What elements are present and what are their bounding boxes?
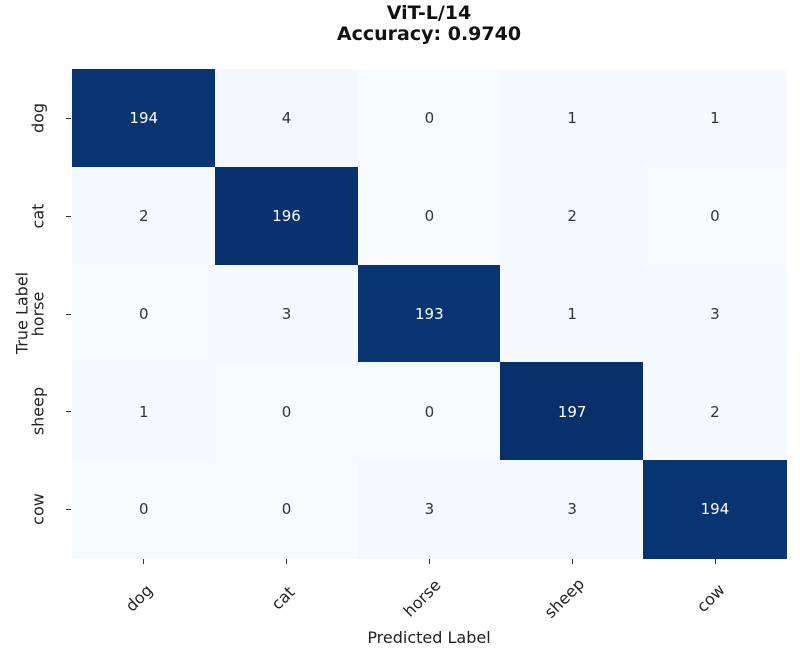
- x-tick: [286, 559, 287, 564]
- heatmap-cell: 3: [643, 264, 787, 364]
- heatmap-cell: 196: [214, 166, 359, 266]
- heatmap-cell: 3: [214, 264, 359, 364]
- heatmap-cell: 0: [357, 362, 502, 461]
- heatmap-cell: 2: [643, 362, 787, 461]
- y-tick: [66, 314, 71, 315]
- x-tick: [143, 559, 144, 564]
- heatmap-cell: 1: [500, 264, 644, 364]
- heatmap-cell: 1: [643, 69, 787, 168]
- heatmap-cell: 193: [357, 264, 502, 364]
- heatmap-cell: 0: [72, 264, 216, 364]
- chart-subtitle: Accuracy: 0.9740: [336, 23, 522, 45]
- y-axis-title-text: True Label: [12, 271, 32, 355]
- heatmap-cell: 0: [214, 362, 359, 461]
- y-tick: [66, 509, 71, 510]
- heatmap-cell: 197: [500, 362, 644, 461]
- heatmap-cell: 194: [72, 69, 216, 168]
- x-tick: [572, 559, 573, 564]
- chart-title: ViT-L/14: [386, 2, 472, 24]
- heatmap-cell: 0: [357, 69, 502, 168]
- heatmap-cell: 194: [643, 460, 787, 559]
- heatmap-cell: 2: [500, 166, 644, 266]
- heatmap-cell: 0: [72, 460, 216, 559]
- x-tick: [429, 559, 430, 564]
- confusion-matrix-heatmap: 194 4 0 1 1 2 196 0 2 0 0 3 193 1 3 1 0 0 197 2 0 0 3 3 194: [72, 69, 787, 559]
- x-axis-title: Predicted Label: [367, 628, 491, 647]
- x-tick: [715, 559, 716, 564]
- y-tick: [66, 118, 71, 119]
- heatmap-cell: 0: [357, 166, 502, 266]
- heatmap-cell: 0: [643, 166, 787, 266]
- heatmap-cell: 1: [500, 69, 644, 168]
- heatmap-cell: 2: [72, 166, 216, 266]
- heatmap-cell: 3: [357, 460, 502, 559]
- heatmap-cell: 0: [214, 460, 359, 559]
- heatmap-cell: 3: [500, 460, 644, 559]
- heatmap-cell: 4: [214, 69, 359, 168]
- y-tick: [66, 216, 71, 217]
- heatmap-cell: 1: [72, 362, 216, 461]
- y-tick: [66, 411, 71, 412]
